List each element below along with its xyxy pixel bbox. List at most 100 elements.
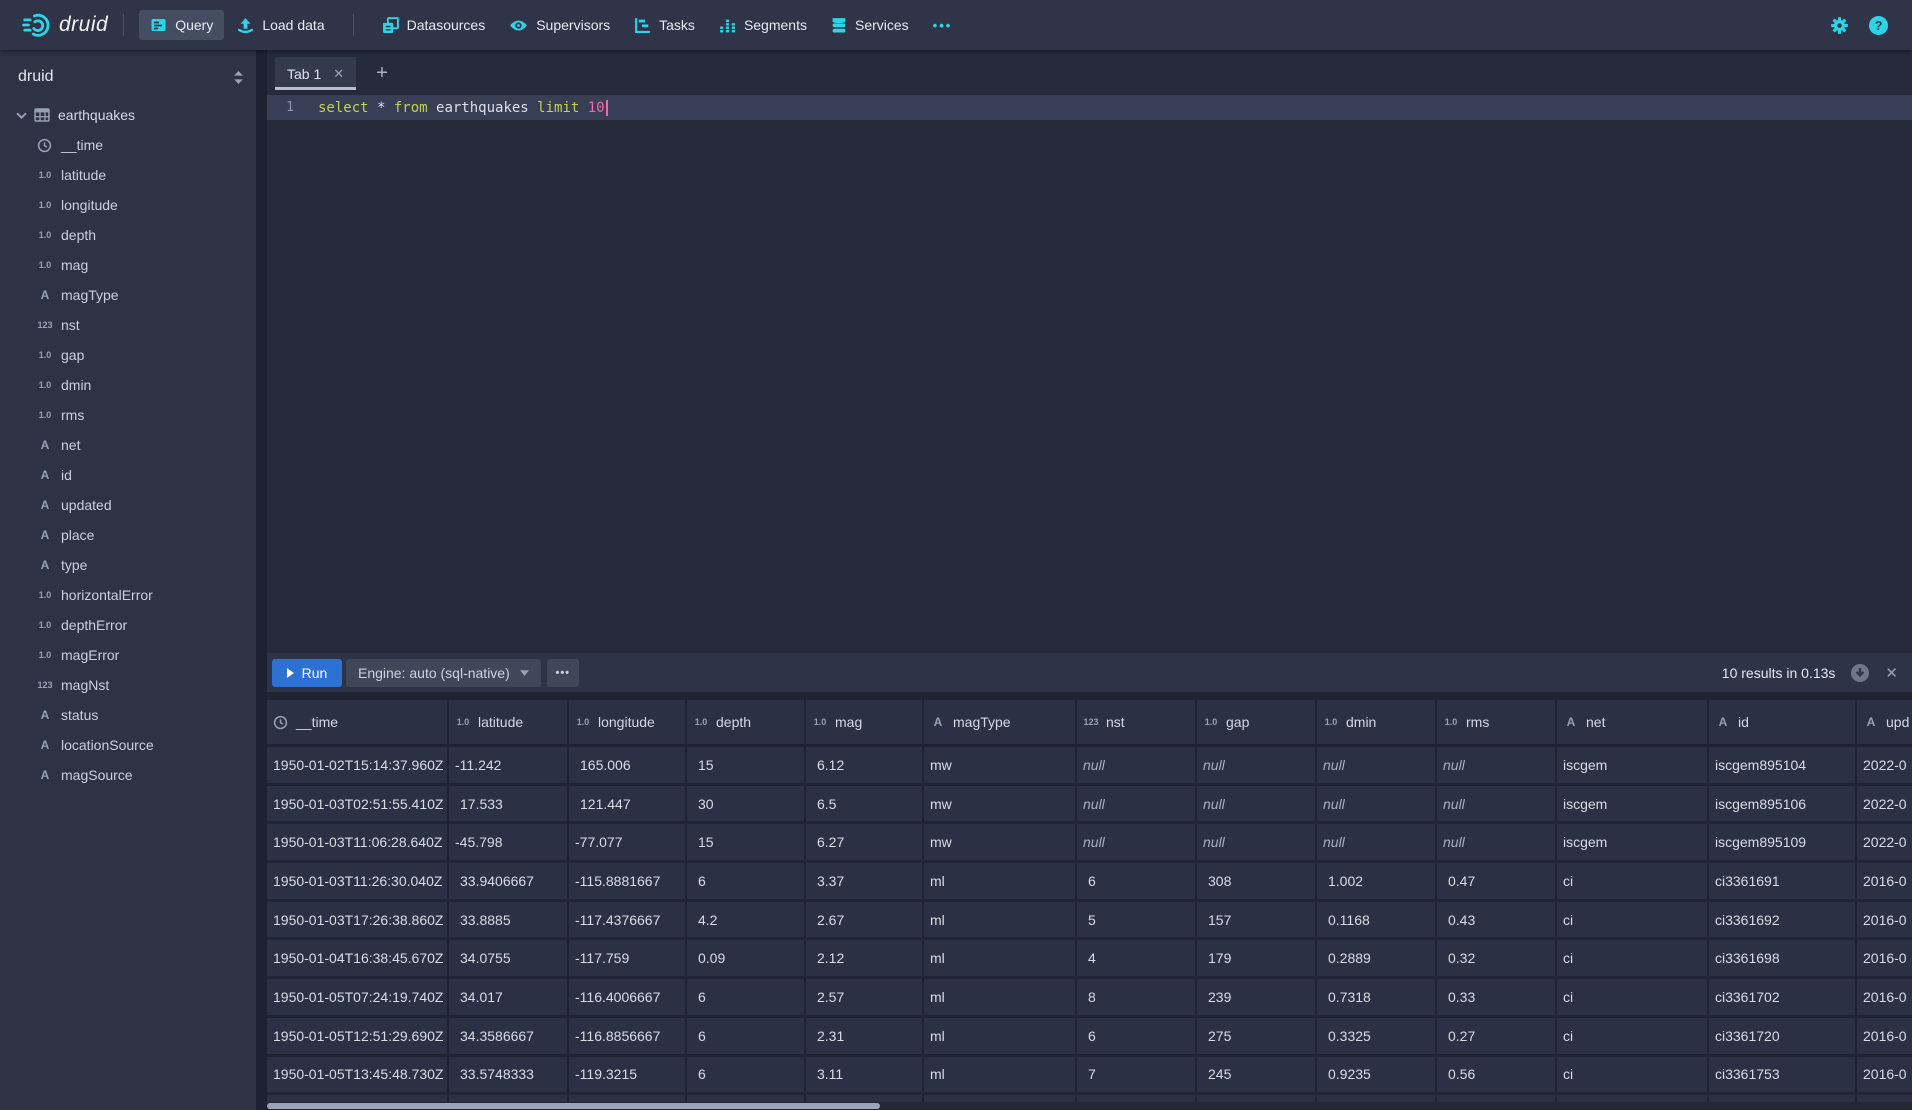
table-cell[interactable]: 1950-01-03T17:26:38.860Z: [273, 911, 444, 928]
table-cell[interactable]: 2.31: [804, 1017, 922, 1054]
table-cell[interactable]: 0.7318: [1315, 979, 1435, 1015]
sidebar-field-horizontalerror[interactable]: 1.0 horizontalError: [0, 580, 256, 610]
table-cell[interactable]: ci: [1555, 901, 1707, 938]
table-cell[interactable]: ci3361702: [1707, 979, 1855, 1015]
table-cell[interactable]: 245: [1195, 1056, 1315, 1093]
druid-logo[interactable]: druid: [20, 11, 108, 39]
sort-icon[interactable]: [233, 70, 244, 84]
column-header-__time[interactable]: __time: [267, 700, 447, 744]
table-cell[interactable]: -77.077: [567, 824, 685, 861]
table-cell[interactable]: -115.8881667: [567, 863, 685, 899]
table-cell[interactable]: ci3361753: [1707, 1056, 1855, 1093]
sql-editor[interactable]: 1 select * from earthquakes limit 10: [267, 90, 1912, 653]
table-cell[interactable]: 2.12: [804, 940, 922, 977]
table-cell[interactable]: 7: [1075, 1056, 1195, 1093]
table-cell[interactable]: 3.37: [804, 863, 922, 899]
nav-item-tasks[interactable]: Tasks: [623, 10, 706, 41]
table-cell[interactable]: 6: [1075, 1017, 1195, 1054]
table-cell[interactable]: [922, 1095, 1075, 1102]
table-cell[interactable]: ml: [922, 1017, 1075, 1054]
table-cell[interactable]: 165.006: [567, 747, 685, 783]
table-cell[interactable]: 1950-01-05T13:45:48.730Z: [273, 1066, 444, 1083]
table-cell[interactable]: 0.2889: [1315, 940, 1435, 977]
table-cell[interactable]: iscgem: [1555, 785, 1707, 822]
table-cell[interactable]: iscgem: [1555, 824, 1707, 861]
table-cell[interactable]: 0.56: [1435, 1056, 1555, 1093]
nav-item-segments[interactable]: Segments: [708, 10, 818, 41]
column-header-latitude[interactable]: 1.0 latitude: [447, 700, 567, 744]
table-cell[interactable]: null: [1195, 785, 1315, 822]
table-cell[interactable]: 33.9406667: [447, 863, 567, 899]
sidebar-field-magnst[interactable]: 123 magNst: [0, 670, 256, 700]
table-cell[interactable]: ci: [1555, 863, 1707, 899]
table-cell[interactable]: 275: [1195, 1017, 1315, 1054]
table-cell[interactable]: 239: [1195, 979, 1315, 1015]
sidebar-field-dmin[interactable]: 1.0 dmin: [0, 370, 256, 400]
table-cell[interactable]: 34.0755: [447, 940, 567, 977]
table-cell[interactable]: [447, 1095, 567, 1102]
table-cell[interactable]: 34.3586667: [447, 1017, 567, 1054]
table-cell[interactable]: 0.3325: [1315, 1017, 1435, 1054]
table-cell[interactable]: [1075, 1095, 1195, 1102]
table-cell[interactable]: null: [1315, 747, 1435, 783]
sidebar-field-rms[interactable]: 1.0 rms: [0, 400, 256, 430]
table-cell[interactable]: [1435, 1095, 1555, 1102]
table-cell[interactable]: -11.242: [447, 747, 567, 783]
table-cell[interactable]: ml: [922, 979, 1075, 1015]
table-cell[interactable]: [1707, 1095, 1855, 1102]
sidebar-field-__time[interactable]: __time: [0, 130, 256, 160]
table-cell[interactable]: ci: [1555, 1056, 1707, 1093]
table-cell[interactable]: 1950-01-04T16:38:45.670Z: [273, 950, 444, 967]
table-cell[interactable]: 33.8885: [447, 901, 567, 938]
table-cell[interactable]: 1.002: [1315, 863, 1435, 899]
table-cell[interactable]: 0.27: [1435, 1017, 1555, 1054]
table-cell[interactable]: iscgem: [1555, 747, 1707, 783]
schema-selector[interactable]: druid: [0, 50, 256, 98]
column-header-mag[interactable]: 1.0 mag: [804, 700, 922, 744]
table-cell[interactable]: [567, 1095, 685, 1102]
table-cell[interactable]: 5: [1075, 901, 1195, 938]
sidebar-field-nst[interactable]: 123 nst: [0, 310, 256, 340]
close-results-icon[interactable]: ✕: [1885, 664, 1898, 682]
table-cell[interactable]: iscgem895104: [1707, 747, 1855, 783]
sidebar-field-deptherror[interactable]: 1.0 depthError: [0, 610, 256, 640]
table-cell[interactable]: ml: [922, 940, 1075, 977]
add-tab-button[interactable]: +: [376, 62, 388, 84]
column-header-gap[interactable]: 1.0 gap: [1195, 700, 1315, 744]
table-cell[interactable]: -116.4006667: [567, 979, 685, 1015]
nav-more-button[interactable]: •••: [922, 11, 964, 40]
table-cell[interactable]: mw: [922, 747, 1075, 783]
table-cell[interactable]: 1950-01-05T07:24:19.740Z: [273, 988, 444, 1005]
table-cell[interactable]: 4: [1075, 940, 1195, 977]
scrollbar-thumb[interactable]: [267, 1103, 880, 1109]
table-cell[interactable]: 15: [685, 747, 804, 783]
help-icon[interactable]: ?: [1869, 15, 1888, 35]
table-cell[interactable]: 2.57: [804, 979, 922, 1015]
table-cell[interactable]: -117.4376667: [567, 901, 685, 938]
table-cell[interactable]: [1555, 1095, 1707, 1102]
table-cell[interactable]: -116.8856667: [567, 1017, 685, 1054]
table-cell[interactable]: [1315, 1095, 1435, 1102]
table-cell[interactable]: 2016-0: [1855, 863, 1912, 899]
table-cell[interactable]: 4.2: [685, 901, 804, 938]
table-cell[interactable]: 1950-01-03T02:51:55.410Z: [273, 795, 444, 812]
table-cell[interactable]: ci3361698: [1707, 940, 1855, 977]
table-cell[interactable]: null: [1435, 824, 1555, 861]
table-cell[interactable]: null: [1435, 747, 1555, 783]
table-cell[interactable]: null: [1075, 747, 1195, 783]
table-cell[interactable]: 2016-0: [1855, 940, 1912, 977]
sidebar-field-latitude[interactable]: 1.0 latitude: [0, 160, 256, 190]
table-cell[interactable]: 30: [685, 785, 804, 822]
table-cell[interactable]: mw: [922, 824, 1075, 861]
table-cell[interactable]: -117.759: [567, 940, 685, 977]
table-cell[interactable]: 6.27: [804, 824, 922, 861]
table-cell[interactable]: 0.47: [1435, 863, 1555, 899]
query-more-button[interactable]: •••: [546, 658, 579, 687]
table-cell[interactable]: 0.43: [1435, 901, 1555, 938]
